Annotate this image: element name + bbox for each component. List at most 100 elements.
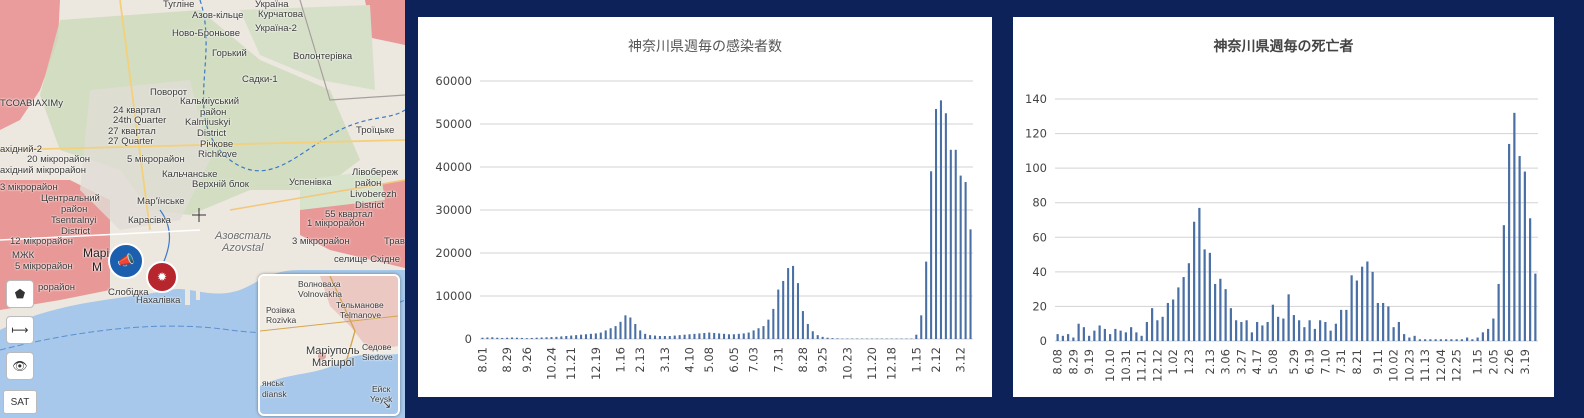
bar [708,332,711,339]
bomb-marker-icon[interactable]: ✹ [146,261,178,293]
map-label: Tsentralnyi [51,215,97,226]
map-view[interactable]: Тугліне Україна Азов-кільце Курчатова Но… [0,0,405,418]
bar [870,338,873,340]
map-label: Азов-кільце [192,10,244,21]
bar [801,311,804,339]
bar [658,335,661,339]
bar [727,334,731,339]
bar [1250,332,1253,341]
bar [1481,332,1484,341]
bar [491,337,494,339]
bar [954,149,957,339]
bar [885,338,888,340]
satellite-toggle-button[interactable]: SAT [3,390,37,414]
bar [910,338,913,340]
bar [1392,327,1395,341]
chart-panel-deaths: 神奈川県週毎の死亡者 0 20 40 60 80 100 120 140 8.08 8.29 9.1… [1013,17,1554,397]
bar [589,333,592,339]
x-tick-label: 12.12 [1150,349,1164,382]
x-tick-label: 1.16 [614,347,628,373]
x-tick-label: 7.03 [747,347,761,373]
y-tick-label: 140 [1025,92,1047,106]
x-tick-label: 9.25 [816,347,830,373]
minimap-background [260,276,398,414]
bar [1460,339,1463,341]
bar [930,171,933,339]
bar [1271,304,1274,341]
x-tick-label: 10.10 [1103,349,1117,382]
x-tick-label: 3.19 [1518,349,1532,375]
bar [1508,143,1511,341]
map-label: Центральний [41,193,100,204]
map-label: Azovstal [222,242,264,254]
bar [836,338,839,339]
bar [1124,332,1127,341]
x-tick-label: 6.19 [1303,349,1317,375]
bar [1345,309,1348,341]
x-tick-label: 9.11 [1371,349,1385,375]
bar [1397,321,1400,341]
x-tick-label: 8.21 [1350,349,1364,375]
bar [934,108,938,339]
bar [959,175,962,339]
x-tick-label: 12.04 [1434,349,1448,382]
bar [565,335,568,339]
x-tick-label: 5.29 [1287,349,1301,375]
minimap-label: diansk [262,389,287,399]
map-label: селище Східне [334,254,400,265]
x-tick-label: 7.31 [1334,349,1348,375]
map-label: 27 квартал [108,126,156,137]
bar [900,338,903,340]
bar [1292,315,1295,341]
bar [515,337,519,339]
bar [880,338,883,340]
bar [525,338,528,339]
map-label: 3 мікрорайон [0,182,58,193]
x-tick-label: 12.25 [1450,349,1464,382]
minimap-label: Siedove [362,352,393,362]
bar [806,323,809,339]
bar [555,336,558,339]
measure-button[interactable]: ⟼ [6,316,34,344]
bar [1082,327,1085,341]
x-tick-label: 1.23 [1182,349,1196,375]
megaphone-marker-icon[interactable]: 📣 [108,243,144,279]
hide-layers-button[interactable]: 👁 [6,352,34,380]
draw-polygon-button[interactable]: ⬟ [6,280,34,308]
bar [624,315,627,339]
bar [1072,337,1075,341]
bar [1114,328,1117,341]
bar [1161,316,1164,341]
map-label: район [355,178,382,189]
bar [777,289,780,339]
y-tick-label: 60000 [435,74,472,88]
minimap-label: Telmanove [340,310,382,320]
x-tick-label: 12.19 [589,347,603,380]
x-tick-label: 7.10 [1318,349,1332,375]
bar [821,336,824,339]
bar [609,328,612,339]
bar [1229,308,1232,341]
x-tick-label: 8.29 [500,347,514,373]
bar [1376,302,1379,341]
bar [619,321,622,339]
map-label: ахідний-2 [0,144,42,155]
expand-minimap-icon[interactable]: ↘ [382,399,392,411]
bar [1056,334,1059,341]
bar [865,338,869,340]
map-label: М [92,260,102,274]
bar [747,332,750,339]
bar [792,265,795,339]
map-label: Нахалівка [136,295,181,306]
bar [678,335,681,339]
y-tick-label: 60 [1032,230,1047,244]
bar [787,268,790,339]
minimap[interactable]: Волноваха Volnovakha Тельманове Telmanov… [258,274,400,416]
map-label: District [355,200,385,211]
bar [649,335,652,339]
bar [1476,337,1479,341]
x-tick-label: 2.26 [1502,349,1516,375]
map-label: 27 Quarter [108,136,154,147]
bar [1235,320,1238,341]
map-label: 5 мікрорайон [15,261,73,272]
